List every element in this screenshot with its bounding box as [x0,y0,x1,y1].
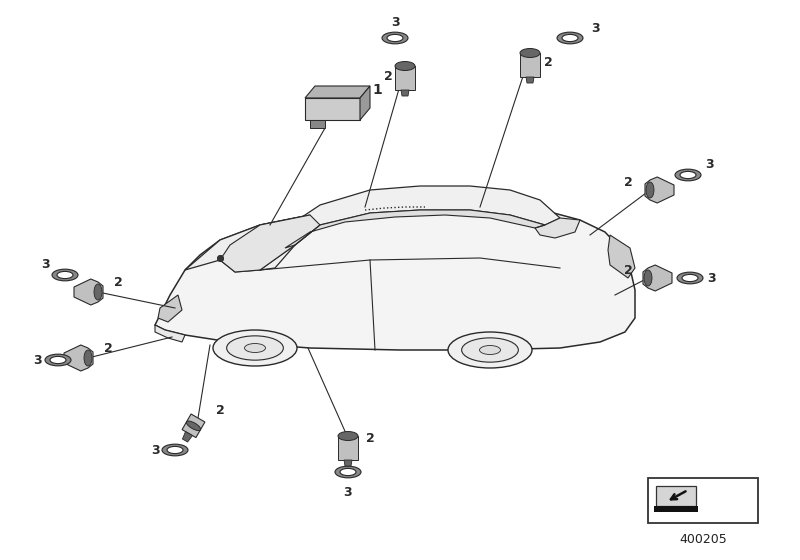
Text: 3: 3 [706,158,714,171]
Ellipse shape [520,49,540,58]
Polygon shape [360,86,370,120]
Polygon shape [654,506,698,512]
Polygon shape [526,77,534,83]
Polygon shape [608,235,635,278]
Ellipse shape [213,330,297,366]
Ellipse shape [50,356,66,363]
Polygon shape [158,295,182,322]
Polygon shape [338,436,358,460]
Ellipse shape [387,34,403,41]
Polygon shape [155,207,635,350]
Ellipse shape [562,34,578,41]
Text: 3: 3 [590,21,599,35]
Text: 2: 2 [366,432,374,445]
Polygon shape [310,120,325,128]
Text: 3: 3 [390,16,399,29]
Ellipse shape [94,284,102,300]
Polygon shape [285,210,545,248]
Text: 2: 2 [544,55,552,68]
Ellipse shape [644,270,652,286]
Ellipse shape [45,354,71,366]
Polygon shape [401,90,409,96]
Ellipse shape [245,343,266,352]
Polygon shape [220,215,320,272]
Ellipse shape [335,466,361,478]
Polygon shape [185,215,310,272]
Ellipse shape [226,336,283,360]
Polygon shape [155,325,185,342]
Ellipse shape [57,272,73,279]
Ellipse shape [52,269,78,281]
Polygon shape [182,414,205,437]
Bar [648,478,758,523]
Ellipse shape [680,171,696,179]
Ellipse shape [448,332,532,368]
Ellipse shape [84,350,92,366]
Polygon shape [535,218,580,238]
Ellipse shape [462,338,518,362]
Polygon shape [260,186,560,270]
Polygon shape [74,279,103,305]
Text: 2: 2 [216,404,224,417]
Polygon shape [643,265,672,291]
Text: 2: 2 [624,264,632,277]
Polygon shape [344,460,352,466]
Text: 3: 3 [708,272,716,284]
Ellipse shape [675,169,701,181]
Ellipse shape [338,432,358,441]
Ellipse shape [479,346,501,354]
Ellipse shape [162,444,188,456]
Ellipse shape [682,274,698,282]
Polygon shape [305,98,360,120]
Polygon shape [305,86,370,98]
Ellipse shape [186,421,201,431]
Text: 2: 2 [624,176,632,189]
Polygon shape [395,66,415,90]
Text: 1: 1 [372,83,382,97]
Ellipse shape [382,32,408,44]
Text: 3: 3 [344,486,352,498]
Text: 3: 3 [150,444,159,456]
Text: 2: 2 [114,276,122,288]
Text: 2: 2 [384,71,392,83]
Text: 3: 3 [34,353,42,366]
Polygon shape [64,345,93,371]
Ellipse shape [340,468,356,475]
Polygon shape [645,177,674,203]
Ellipse shape [557,32,583,44]
Ellipse shape [646,182,654,198]
Ellipse shape [677,272,703,284]
Text: 2: 2 [104,342,112,354]
Ellipse shape [395,62,415,71]
Polygon shape [182,432,193,442]
Ellipse shape [167,446,183,454]
Polygon shape [520,53,540,77]
Text: 3: 3 [41,259,50,272]
Text: 400205: 400205 [679,533,727,546]
Polygon shape [656,486,696,506]
